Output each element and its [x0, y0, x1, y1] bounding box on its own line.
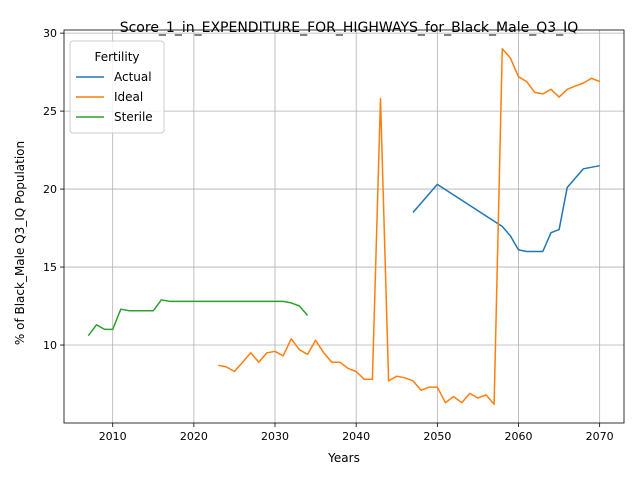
y-tick-label: 10 [43, 339, 57, 352]
series-line-sterile [87, 299, 309, 337]
y-axis-label: % of Black_Male Q3_IQ Population [13, 141, 27, 345]
y-tick-label: 20 [43, 183, 57, 196]
x-axis-label: Years [327, 451, 360, 465]
plot-frame [63, 29, 625, 424]
x-tick-label: 2070 [586, 430, 614, 443]
y-tick-label: 25 [43, 105, 57, 118]
series-lines [87, 47, 600, 406]
x-axis-ticks: 2010 2020 2030 2040 2050 2060 2070 [99, 423, 614, 443]
x-tick-label: 2040 [342, 430, 370, 443]
x-tick-label: 2020 [180, 430, 208, 443]
x-tick-label: 2030 [261, 430, 289, 443]
legend-items: Actual Ideal Sterile [76, 70, 153, 124]
x-tick-label: 2060 [504, 430, 532, 443]
legend-box [69, 40, 165, 134]
x-tick-label: 2050 [423, 430, 451, 443]
legend-title: Fertility [94, 50, 139, 64]
legend-label-actual: Actual [114, 70, 152, 84]
legend-label-ideal: Ideal [114, 90, 143, 104]
y-tick-label: 15 [43, 261, 57, 274]
y-tick-label: 30 [43, 27, 57, 40]
y-axis-ticks: 10 15 20 25 30 [43, 27, 64, 352]
series-line-ideal [218, 47, 600, 406]
grid [64, 30, 624, 423]
legend-label-sterile: Sterile [114, 110, 153, 124]
legend: Fertility Actual Ideal Sterile [69, 40, 165, 134]
series-line-actual [412, 164, 600, 253]
x-tick-label: 2010 [99, 430, 127, 443]
chart-title: Score_1_in_EXPENDITURE_FOR_HIGHWAYS_for_… [120, 20, 579, 36]
